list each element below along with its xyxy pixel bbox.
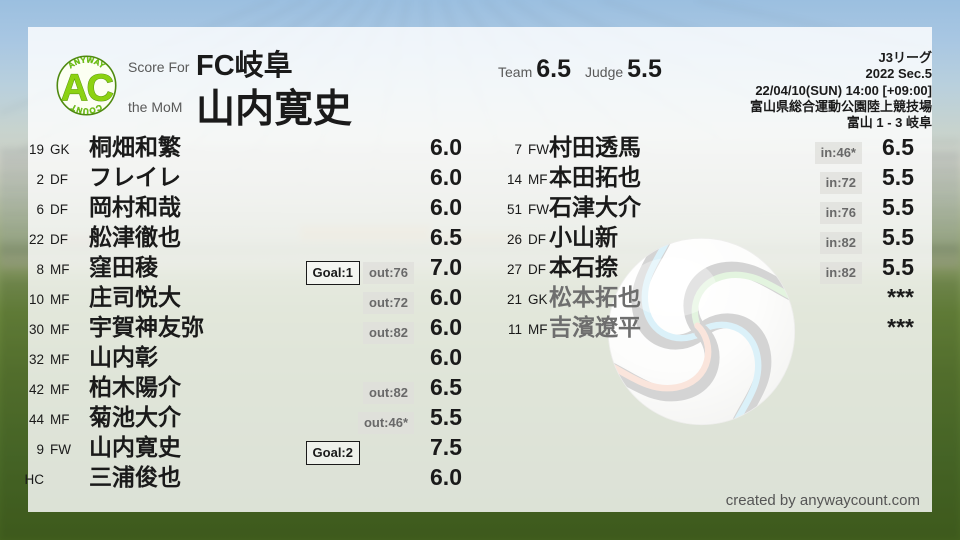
- svg-text:AC: AC: [61, 68, 114, 110]
